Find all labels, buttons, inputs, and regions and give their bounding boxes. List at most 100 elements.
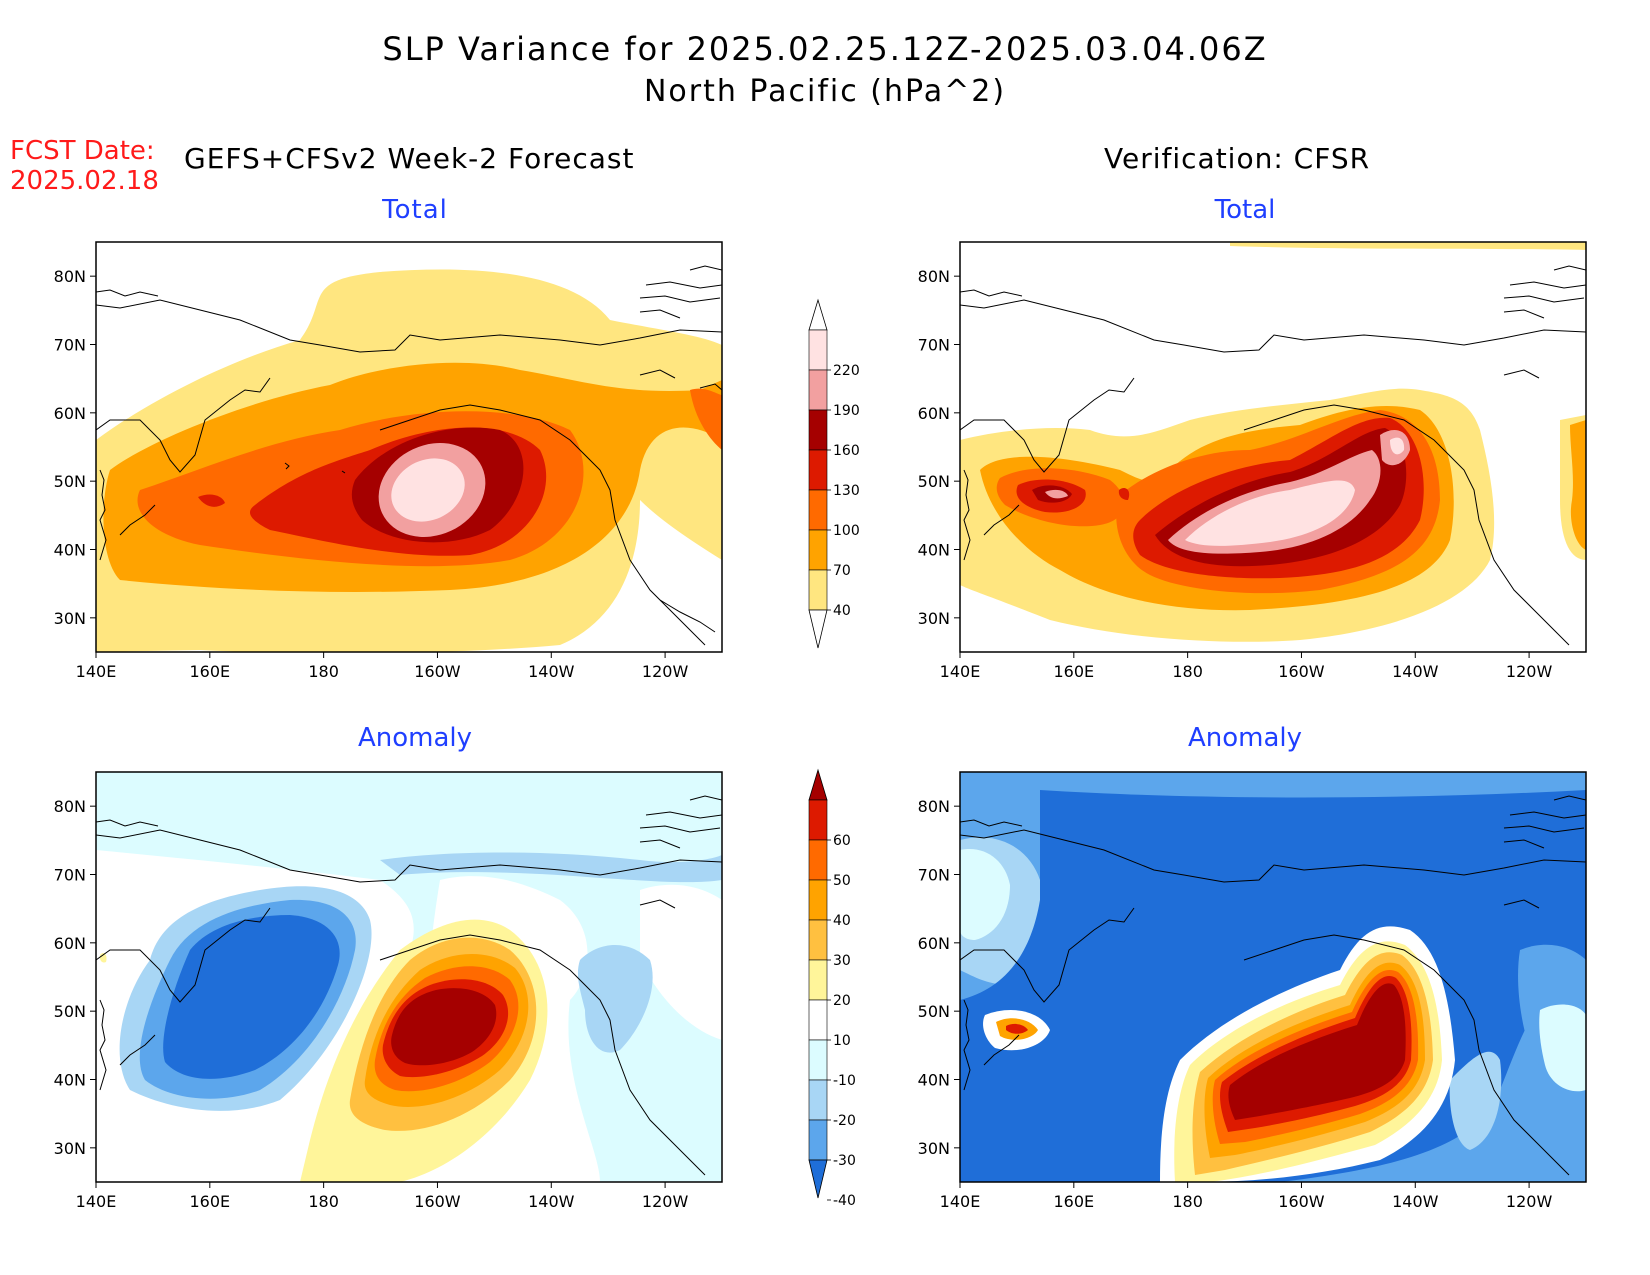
lat-tick-label: 50N	[918, 1002, 950, 1021]
lat-tick-label: 50N	[54, 472, 86, 491]
anomaly-colorbar: 60 50 40 30 20 10 -10 -20 -30 -40	[808, 768, 856, 1209]
lat-tick-label: 80N	[54, 267, 86, 286]
colorbar-label: 40	[833, 913, 851, 929]
forecast-total-field	[96, 242, 722, 652]
colorbar-segment	[808, 1039, 828, 1081]
colorbar-segment	[808, 1119, 828, 1161]
lat-tick-label: 40N	[918, 1071, 950, 1090]
lon-tick-label: 160E	[189, 662, 230, 681]
lon-tick-label: 140E	[76, 1192, 117, 1211]
verification-total-field	[960, 242, 1586, 652]
colorbar-segment	[808, 919, 828, 961]
lat-tick-label: 60N	[54, 404, 86, 423]
lon-tick-label: 160W	[414, 1192, 461, 1211]
colorbar-bottom-arrow	[808, 609, 828, 649]
lon-tick-label: 120W	[642, 662, 689, 681]
colorbar-segment	[808, 999, 828, 1041]
lat-tick-label: 50N	[918, 472, 950, 491]
colorbar-label: 70	[833, 563, 851, 579]
colorbar-segment	[808, 879, 828, 921]
figure-subtitle: North Pacific (hPa^2)	[643, 74, 1007, 109]
colorbar-label: 160	[833, 443, 860, 459]
lon-tick-label: 160E	[189, 1192, 230, 1211]
colorbar-segment	[808, 569, 828, 611]
colorbar-segment	[808, 799, 828, 841]
lon-tick-label: 140E	[940, 662, 981, 681]
lat-tick-label: 70N	[54, 336, 86, 355]
forecast-column-header: GEFS+CFSv2 Week-2 Forecast	[184, 142, 635, 175]
lon-tick-label: 180	[308, 1192, 339, 1211]
coastline-verification-total	[960, 265, 1586, 646]
colorbar-label: 50	[833, 873, 851, 889]
colorbar-top-arrow	[808, 298, 828, 331]
colorbar-label: 20	[833, 993, 851, 1009]
lon-tick-label: 140W	[1392, 662, 1439, 681]
coastline-forecast-anomaly	[96, 795, 722, 1176]
lon-tick-label: 140W	[528, 1192, 575, 1211]
lat-tick-label: 80N	[54, 797, 86, 816]
colorbar-label: 60	[833, 833, 851, 849]
lat-tick-label: 30N	[54, 609, 86, 628]
colorbar-segment	[808, 329, 828, 371]
lon-tick-label: 120W	[1506, 662, 1553, 681]
lon-tick-label: 140W	[528, 662, 575, 681]
colorbar-label: -10	[833, 1073, 856, 1089]
lon-tick-label: 160E	[1053, 1192, 1094, 1211]
lon-tick-label: 180	[308, 662, 339, 681]
colorbar-label: 130	[833, 483, 860, 499]
total-colorbar: 220 190 160 130 100 70 40	[808, 298, 860, 649]
panel-title-verification-anomaly: Anomaly	[1188, 723, 1302, 753]
colorbar-segment	[808, 449, 828, 491]
lon-tick-label: 160W	[1278, 1192, 1325, 1211]
panel-title-verification-total: Total	[1214, 195, 1276, 225]
lon-tick-label: 160E	[1053, 662, 1094, 681]
lat-tick-label: 30N	[918, 1139, 950, 1158]
verification-column-header: Verification: CFSR	[1104, 142, 1371, 175]
colorbar-label: -40	[833, 1193, 856, 1209]
forecast-total-frame	[95, 241, 723, 653]
lat-tick-label: 60N	[918, 934, 950, 953]
colorbar-label: 190	[833, 403, 860, 419]
colorbar-segment	[808, 489, 828, 531]
lat-tick-label: 50N	[54, 1002, 86, 1021]
lat-tick-label: 80N	[918, 797, 950, 816]
lat-tick-label: 40N	[918, 541, 950, 560]
colorbar-top-arrow	[808, 768, 828, 801]
lon-tick-label: 160W	[414, 662, 461, 681]
lon-tick-label: 160W	[1278, 662, 1325, 681]
verification-anomaly-frame	[959, 771, 1587, 1183]
lon-tick-label: 140E	[940, 1192, 981, 1211]
coastline-verification-anomaly	[960, 795, 1586, 1176]
colorbar-label: 30	[833, 953, 851, 969]
lat-tick-label: 70N	[918, 336, 950, 355]
lon-tick-label: 120W	[642, 1192, 689, 1211]
lon-tick-label: 180	[1172, 1192, 1203, 1211]
forecast-date-value: 2025.02.18	[10, 166, 159, 196]
lat-tick-label: 30N	[54, 1139, 86, 1158]
lat-tick-label: 40N	[54, 1071, 86, 1090]
panel-title-forecast-total: Total	[381, 195, 448, 225]
colorbar-label: 40	[833, 603, 851, 619]
colorbar-segment	[808, 529, 828, 571]
lon-tick-label: 140W	[1392, 1192, 1439, 1211]
panel-title-forecast-anomaly: Anomaly	[358, 723, 472, 753]
verification-total-frame	[959, 241, 1587, 653]
colorbar-segment	[808, 409, 828, 451]
colorbar-segment	[808, 369, 828, 411]
colorbar-label: 220	[833, 363, 860, 379]
colorbar-segment	[808, 839, 828, 881]
colorbar-segment	[808, 1079, 828, 1121]
coastline-forecast-total	[96, 265, 722, 646]
lat-tick-label: 30N	[918, 609, 950, 628]
forecast-date-caption: FCST Date:	[10, 136, 155, 166]
lat-tick-label: 70N	[918, 866, 950, 885]
axis-labels: 80N 70N 60N 50N 40N 30N 140E 160E 180 160W 140W 120…	[54, 267, 1553, 1211]
lat-tick-label: 60N	[918, 404, 950, 423]
lat-tick-label: 70N	[54, 866, 86, 885]
colorbar-label: -30	[833, 1153, 856, 1169]
lon-tick-label: 140E	[76, 662, 117, 681]
lat-tick-label: 40N	[54, 541, 86, 560]
colorbar-label: 100	[833, 523, 860, 539]
forecast-anomaly-field	[96, 772, 722, 1182]
